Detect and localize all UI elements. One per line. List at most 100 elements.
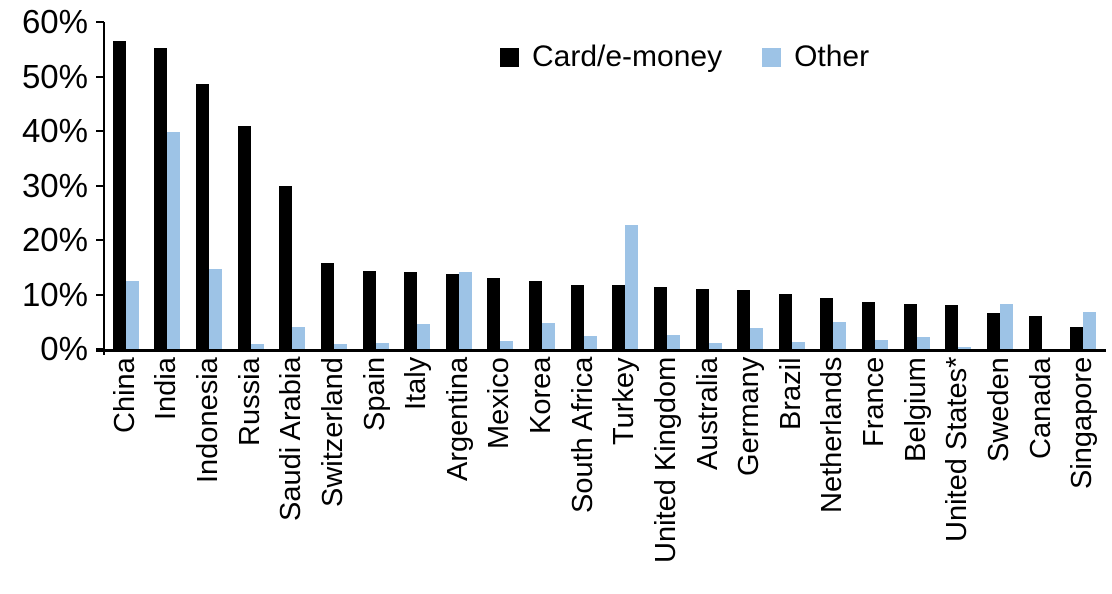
bar-card-e-money bbox=[445, 274, 459, 349]
category-group bbox=[521, 22, 563, 349]
x-axis-label-cell: Brazil bbox=[771, 357, 813, 591]
category-group bbox=[438, 22, 480, 349]
category-group bbox=[147, 22, 189, 349]
x-axis-label: Korea bbox=[525, 357, 558, 435]
x-axis-label-cell: Russia bbox=[230, 357, 272, 591]
y-axis-tick-label: 10% bbox=[21, 275, 88, 313]
x-axis-label: Belgium bbox=[899, 357, 932, 462]
category-group bbox=[771, 22, 813, 349]
y-axis-line bbox=[103, 22, 105, 355]
x-axis-label-cell: Spain bbox=[355, 357, 397, 591]
category-group bbox=[938, 22, 980, 349]
y-axis-tick-label: 20% bbox=[21, 221, 88, 258]
bar-card-e-money bbox=[778, 294, 792, 349]
x-axis-label: Italy bbox=[400, 357, 433, 411]
x-axis-label: Singapore bbox=[1066, 357, 1099, 490]
legend-swatch-other bbox=[762, 47, 782, 67]
bar-card-e-money bbox=[1070, 327, 1084, 349]
x-axis-label: Sweden bbox=[982, 357, 1015, 462]
x-axis-label-cell: South Africa bbox=[563, 357, 605, 591]
bar-other bbox=[375, 342, 389, 349]
category-group bbox=[313, 22, 355, 349]
bar-other bbox=[916, 337, 930, 349]
x-axis-label-cell: Belgium bbox=[896, 357, 938, 591]
bar-card-e-money bbox=[862, 301, 876, 349]
bar-card-e-money bbox=[612, 284, 626, 349]
x-axis-label-cell: Mexico bbox=[480, 357, 522, 591]
y-axis: 0% 10% 20% 30% 40% 50% 60% bbox=[0, 4, 104, 367]
y-axis-tick-label: 0% bbox=[40, 330, 88, 367]
x-axis-label: Brazil bbox=[774, 357, 807, 430]
x-axis-label-cell: Germany bbox=[729, 357, 771, 591]
bar-card-e-money bbox=[154, 48, 168, 349]
x-axis-label-cell: Indonesia bbox=[188, 357, 230, 591]
bar-other bbox=[833, 322, 847, 349]
category-group bbox=[896, 22, 938, 349]
bar-other bbox=[500, 340, 514, 349]
x-axis-label-cell: France bbox=[854, 357, 896, 591]
y-axis-tick bbox=[96, 184, 104, 187]
x-axis-label: Saudi Arabia bbox=[275, 357, 308, 522]
bar-other bbox=[458, 272, 472, 349]
category-group bbox=[688, 22, 730, 349]
x-axis-label: Germany bbox=[733, 357, 766, 477]
x-axis-label: United States* bbox=[941, 357, 974, 543]
x-axis-label-cell: United States* bbox=[938, 357, 980, 591]
bar-other bbox=[250, 343, 264, 349]
category-group bbox=[813, 22, 855, 349]
y-axis-tick-label: 60% bbox=[21, 3, 88, 40]
x-axis-label: Netherlands bbox=[816, 357, 849, 514]
category-group bbox=[188, 22, 230, 349]
x-axis-label: Turkey bbox=[608, 357, 641, 445]
bar-card-e-money bbox=[279, 185, 293, 349]
category-group bbox=[480, 22, 522, 349]
bar-card-e-money bbox=[695, 289, 709, 349]
category-group bbox=[563, 22, 605, 349]
bar-card-e-money bbox=[903, 304, 917, 349]
category-group bbox=[230, 22, 272, 349]
legend-label-card-e-money: Card/e-money bbox=[532, 40, 723, 73]
bar-other bbox=[417, 323, 431, 349]
category-group bbox=[979, 22, 1021, 349]
bar-card-e-money bbox=[820, 297, 834, 349]
y-axis-tick bbox=[96, 239, 104, 241]
x-axis-label-cell: Singapore bbox=[1062, 357, 1104, 591]
x-axis-labels: China India Indonesia Russia Saudi Arabia Swi… bbox=[105, 357, 1104, 591]
x-axis-label-cell: Australia bbox=[688, 357, 730, 591]
x-axis-label: Switzerland bbox=[316, 357, 349, 507]
bar-card-e-money bbox=[404, 271, 418, 349]
y-axis-tick bbox=[96, 293, 104, 296]
x-axis-label: India bbox=[150, 357, 183, 420]
bar-other bbox=[542, 323, 556, 349]
y-axis-tick-label: 50% bbox=[21, 57, 88, 95]
x-axis-label: Mexico bbox=[483, 357, 516, 449]
y-axis-tick bbox=[96, 75, 104, 78]
x-axis-label: United Kingdom bbox=[649, 357, 682, 564]
y-axis-tick-label: 40% bbox=[21, 112, 88, 149]
x-axis-label-cell: Canada bbox=[1021, 357, 1063, 591]
bar-card-e-money bbox=[487, 278, 501, 349]
x-axis-label: China bbox=[108, 357, 141, 433]
bar-card-e-money bbox=[237, 126, 251, 349]
bar-card-e-money bbox=[737, 290, 751, 349]
x-axis-label-cell: Argentina bbox=[438, 357, 480, 591]
bar-card-e-money bbox=[986, 312, 1000, 349]
bar-card-e-money bbox=[653, 287, 667, 349]
bar-other bbox=[999, 303, 1013, 349]
x-axis-label-cell: Italy bbox=[396, 357, 438, 591]
bar-other bbox=[708, 343, 722, 349]
bar-card-e-money bbox=[570, 284, 584, 349]
bar-card-e-money bbox=[320, 262, 334, 349]
x-axis-label: South Africa bbox=[566, 357, 599, 514]
bar-other bbox=[125, 280, 139, 349]
x-axis-label: Spain bbox=[358, 357, 391, 432]
bar-other bbox=[625, 224, 639, 349]
bar-other bbox=[209, 269, 223, 349]
category-group bbox=[854, 22, 896, 349]
y-axis-tick bbox=[96, 130, 104, 132]
x-axis-label-cell: Netherlands bbox=[813, 357, 855, 591]
bar-card-e-money bbox=[196, 84, 210, 349]
x-axis-label-cell: Sweden bbox=[979, 357, 1021, 591]
y-axis-tick bbox=[96, 21, 104, 23]
